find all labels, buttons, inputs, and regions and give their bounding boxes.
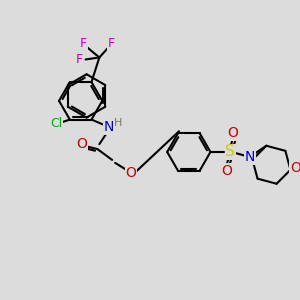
Text: O: O xyxy=(76,137,87,151)
Text: N: N xyxy=(244,150,255,164)
Text: N: N xyxy=(104,120,114,134)
Text: F: F xyxy=(80,37,87,50)
Text: F: F xyxy=(76,53,83,66)
Text: Cl: Cl xyxy=(50,117,62,130)
Text: F: F xyxy=(108,37,115,50)
Text: O: O xyxy=(125,166,136,180)
Text: O: O xyxy=(228,126,238,140)
Text: H: H xyxy=(114,118,122,128)
Text: O: O xyxy=(290,161,300,175)
Text: S: S xyxy=(225,145,235,160)
Text: O: O xyxy=(221,164,232,178)
